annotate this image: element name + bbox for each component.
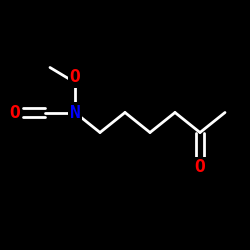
- Text: O: O: [194, 158, 205, 176]
- Text: O: O: [10, 104, 20, 122]
- Text: O: O: [70, 68, 80, 86]
- Text: N: N: [70, 104, 80, 122]
